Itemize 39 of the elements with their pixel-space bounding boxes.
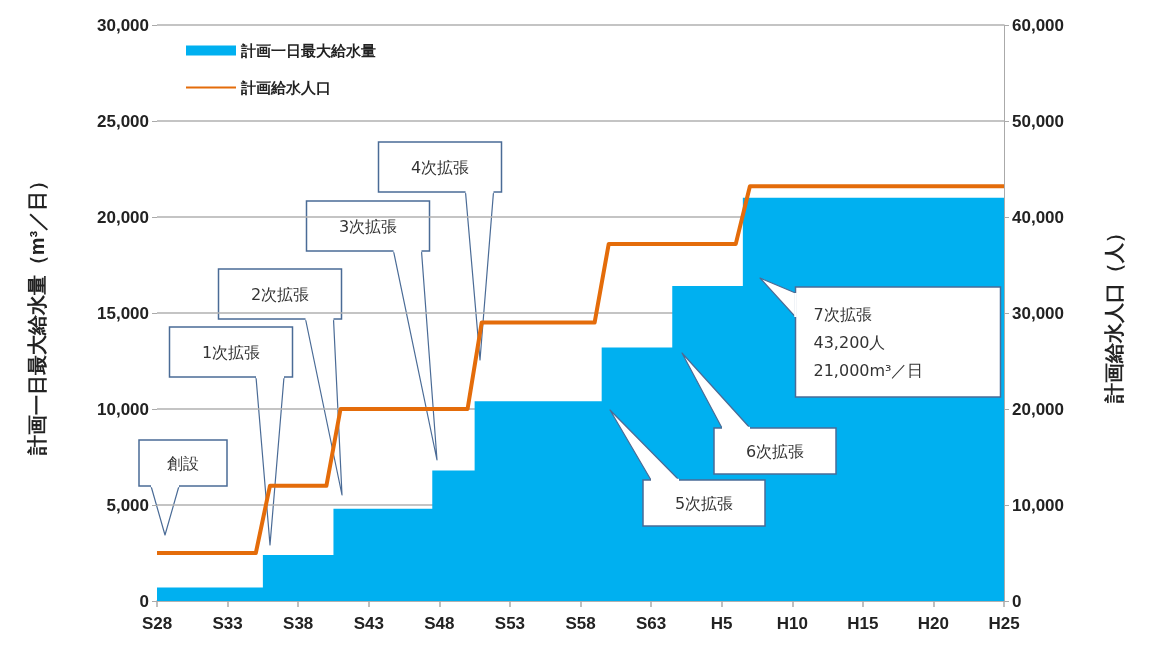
- annotation: 7次拡張 43,200人 21,000m³／日: [813, 305, 924, 380]
- y-tick-label: 15,000: [97, 303, 149, 323]
- annotation: 創設: [167, 454, 199, 473]
- y-tick-label: 30,000: [97, 15, 149, 35]
- x-tick-label: H10: [776, 614, 808, 633]
- x-tick-label: S33: [212, 614, 243, 633]
- legend-label: 計画給水人口: [240, 79, 331, 96]
- x-tick-label: S28: [141, 614, 173, 633]
- x-tick-label: S63: [635, 614, 667, 633]
- y2-tick-label: 0: [1012, 591, 1022, 611]
- annotation: 4次拡張: [410, 158, 470, 177]
- y-tick-label: 10,000: [97, 399, 149, 419]
- y2-tick-label: 60,000: [1012, 15, 1064, 35]
- x-tick-label: H20: [917, 614, 950, 633]
- annotation: 1次拡張: [201, 343, 261, 362]
- y2-tick-label: 50,000: [1012, 111, 1064, 131]
- y-tick-label: 20,000: [97, 207, 149, 227]
- annotation: 6次拡張: [745, 442, 805, 461]
- y-tick-label: 25,000: [97, 111, 149, 131]
- x-tick-label: S48: [424, 614, 455, 633]
- y2-tick-label: 40,000: [1012, 207, 1064, 227]
- x-tick-label: H5: [710, 614, 733, 633]
- y2-tick-label: 30,000: [1012, 303, 1064, 323]
- y2-tick-label: 10,000: [1012, 495, 1064, 515]
- y2-tick-label: 20,000: [1012, 399, 1064, 419]
- x-tick-label: S58: [565, 614, 596, 633]
- annotation: 3次拡張: [338, 217, 398, 236]
- y-tick-label: 5,000: [106, 495, 149, 515]
- x-tick-label: H15: [847, 614, 879, 633]
- legend-label: 計画一日最大給水量: [240, 42, 376, 59]
- y-axis-title: 計画一日最大給水量（m³／日）: [26, 170, 48, 457]
- annotation: 5次拡張: [674, 494, 734, 513]
- y-tick-label: 0: [139, 591, 149, 611]
- y2-axis-title: 計画給水人口（人）: [1103, 223, 1125, 404]
- annotation: 2次拡張: [250, 285, 310, 304]
- x-tick-label: S43: [353, 614, 384, 633]
- x-tick-label: H25: [988, 614, 1020, 633]
- x-tick-label: S38: [283, 614, 314, 633]
- x-tick-label: S53: [494, 614, 526, 633]
